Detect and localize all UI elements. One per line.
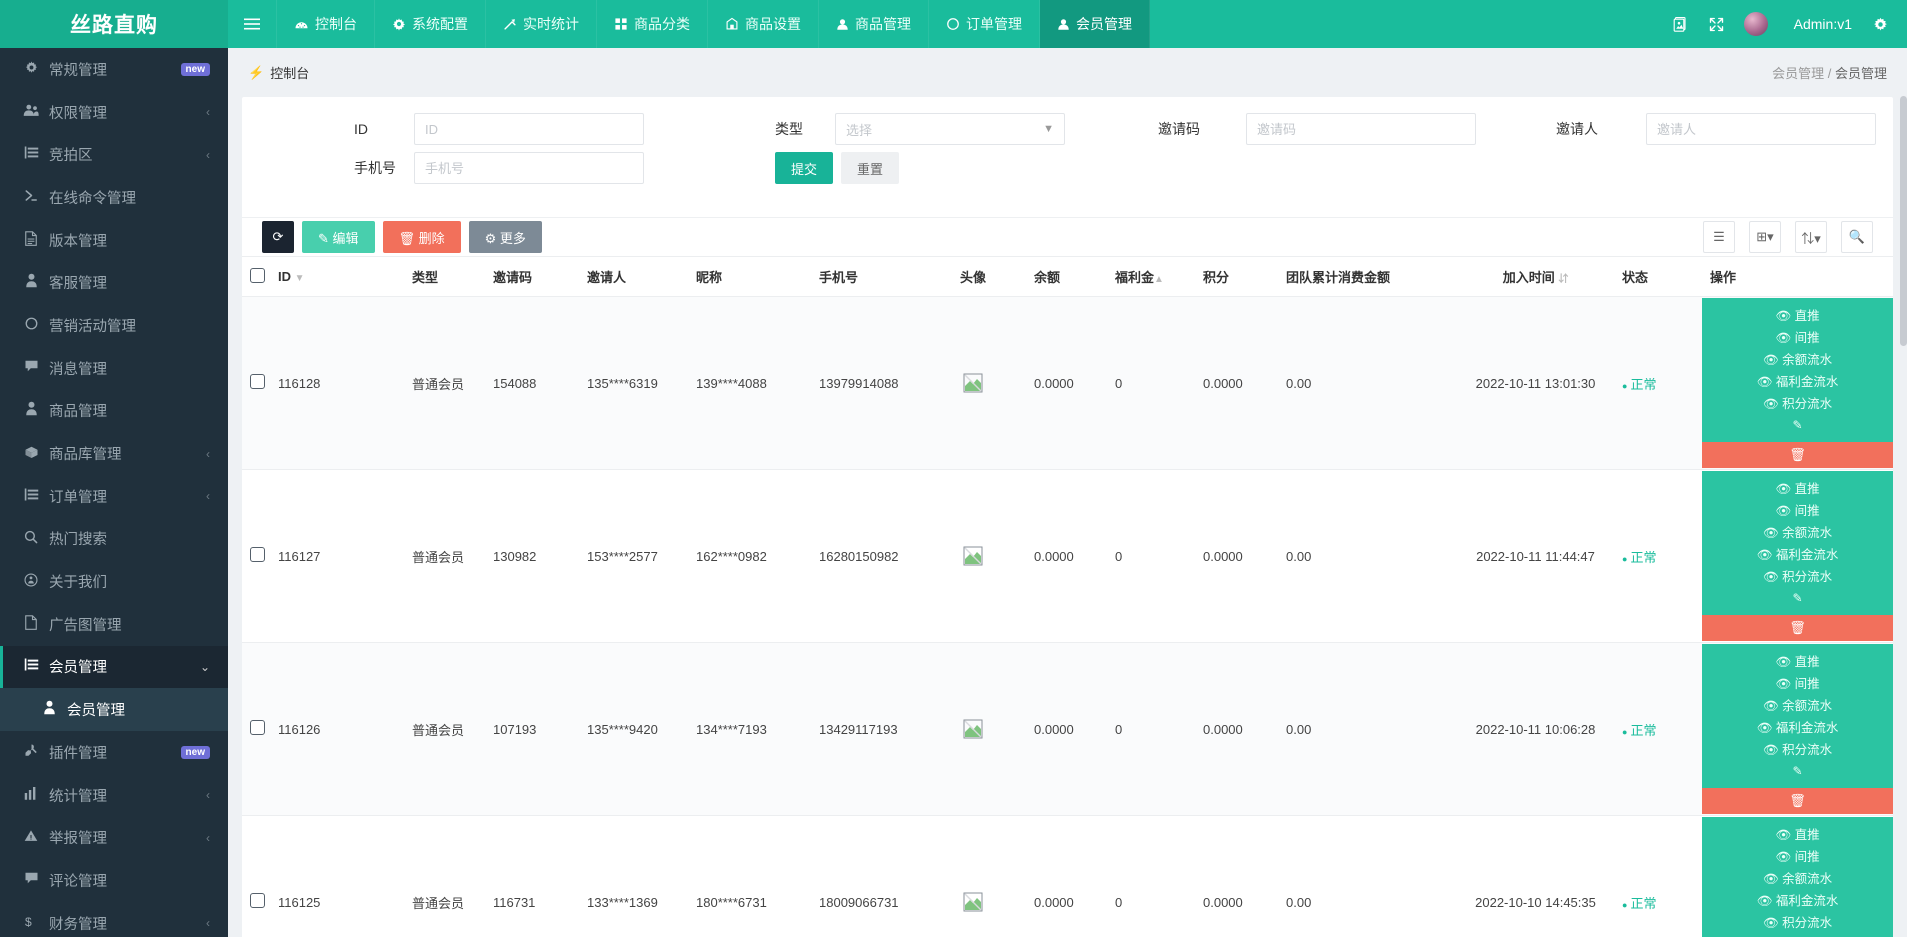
svg-text:$: $ — [25, 915, 32, 929]
